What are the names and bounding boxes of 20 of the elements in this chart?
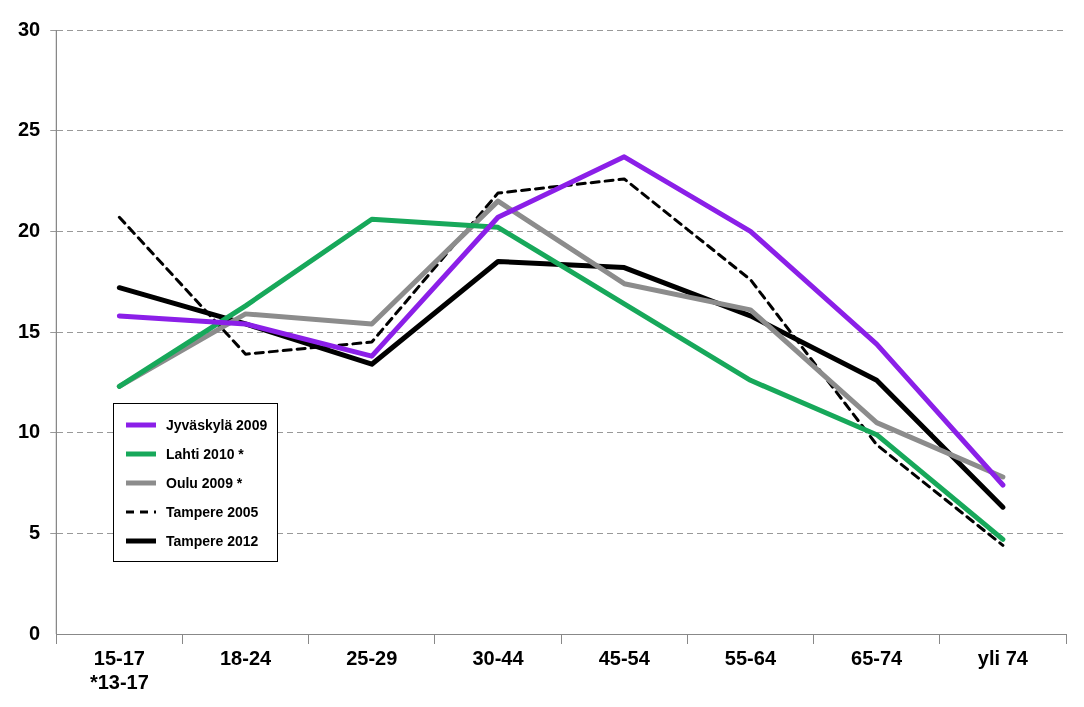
legend-label: Tampere 2012	[166, 532, 259, 549]
x-tick-label: 25-29	[346, 646, 398, 669]
y-tick-label: 5	[29, 520, 41, 543]
y-tick-label: 0	[29, 621, 41, 644]
legend-label: Tampere 2005	[166, 503, 259, 520]
x-tick-label: 18-24	[220, 646, 273, 669]
y-tick-label: 20	[18, 218, 41, 241]
y-tick-label: 30	[18, 17, 41, 40]
x-tick-label: 15-17 *13-17	[89, 646, 149, 693]
legend-label: Jyväskylä 2009	[166, 416, 268, 433]
legend-label: Oulu 2009 *	[166, 474, 243, 491]
x-tick-label: 65-74	[851, 646, 904, 669]
x-tick-label: 55-64	[724, 646, 777, 669]
y-tick-label: 15	[18, 319, 41, 342]
x-tick-label: 30-44	[472, 646, 525, 669]
x-tick-label: yli 74	[977, 646, 1029, 669]
y-tick-label: 25	[18, 118, 41, 141]
y-tick-label: 10	[18, 420, 41, 443]
x-tick-label: 45-54	[598, 646, 651, 669]
legend-label: Lahti 2010 *	[166, 445, 244, 462]
